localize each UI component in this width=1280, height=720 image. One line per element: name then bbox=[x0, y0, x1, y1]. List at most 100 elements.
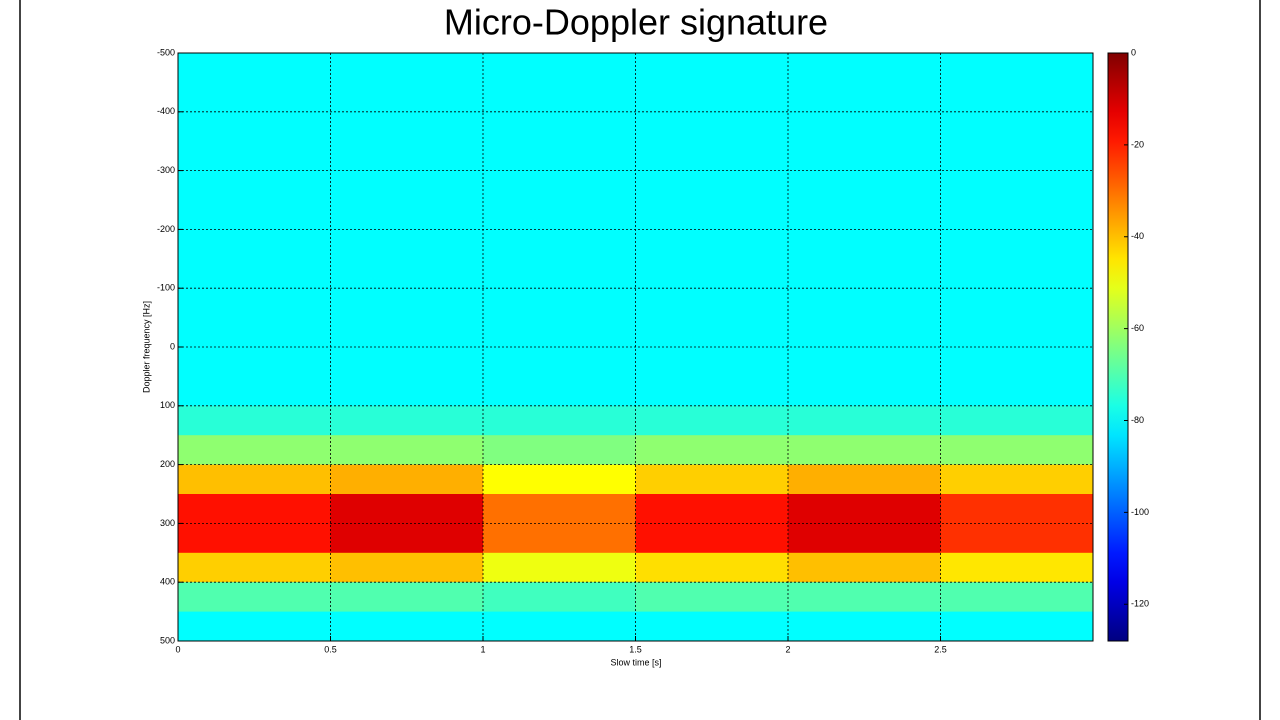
heatmap-cell bbox=[940, 82, 1094, 113]
y-tick-label: -500 bbox=[157, 47, 175, 57]
heatmap-cell bbox=[330, 582, 484, 613]
heatmap-cell bbox=[330, 347, 484, 377]
heatmap-cell bbox=[635, 317, 789, 348]
heatmap-cell bbox=[178, 611, 331, 642]
heatmap-cell bbox=[635, 464, 789, 495]
heatmap-cell bbox=[330, 376, 484, 407]
heatmap-cell bbox=[940, 582, 1094, 613]
heatmap-cell bbox=[483, 464, 636, 495]
heatmap-cell bbox=[178, 111, 331, 142]
heatmap-cell bbox=[483, 317, 636, 348]
heatmap-cell bbox=[635, 82, 789, 113]
heatmap bbox=[178, 53, 1094, 642]
heatmap-cell bbox=[940, 552, 1094, 583]
heatmap-cell bbox=[635, 141, 789, 172]
heatmap-cell bbox=[940, 141, 1094, 172]
x-tick-label: 2 bbox=[785, 644, 790, 654]
heatmap-cell bbox=[178, 523, 331, 554]
heatmap-cell bbox=[940, 288, 1094, 319]
heatmap-cell bbox=[635, 435, 789, 466]
heatmap-cell bbox=[940, 347, 1094, 377]
heatmap-cell bbox=[330, 523, 484, 554]
heatmap-cell bbox=[635, 170, 789, 201]
heatmap-cell bbox=[178, 317, 331, 348]
heatmap-cell bbox=[330, 464, 484, 495]
heatmap-cell bbox=[635, 347, 789, 377]
heatmap-cell bbox=[483, 494, 636, 524]
heatmap-cell bbox=[788, 170, 941, 201]
heatmap-cell bbox=[178, 258, 331, 289]
heatmap-cell bbox=[940, 229, 1094, 260]
colorbar-tick-label: 0 bbox=[1131, 47, 1136, 57]
heatmap-cell bbox=[330, 229, 484, 260]
heatmap-cell bbox=[330, 405, 484, 436]
heatmap-cell bbox=[788, 376, 941, 407]
y-tick-label: -200 bbox=[157, 224, 175, 234]
x-tick-label: 0 bbox=[175, 644, 180, 654]
colorbar bbox=[1107, 52, 1129, 642]
heatmap-cell bbox=[483, 552, 636, 583]
heatmap-cell bbox=[178, 582, 331, 613]
colorbar-tick-label: -100 bbox=[1131, 507, 1149, 517]
heatmap-cell bbox=[635, 258, 789, 289]
heatmap-cell bbox=[330, 170, 484, 201]
heatmap-cell bbox=[635, 523, 789, 554]
heatmap-cell bbox=[635, 582, 789, 613]
heatmap-cell bbox=[178, 170, 331, 201]
heatmap-cell bbox=[940, 464, 1094, 495]
heatmap-cell bbox=[788, 523, 941, 554]
heatmap-cell bbox=[178, 141, 331, 172]
heatmap-cell bbox=[483, 523, 636, 554]
axes: 0 0.5 1 1.5 2 2.5-500-400-300-200-10001002003… bbox=[157, 47, 1149, 654]
heatmap-cell bbox=[940, 170, 1094, 201]
x-tick-label: 0.5 bbox=[324, 644, 337, 654]
chart-title: Micro-Doppler signature bbox=[444, 2, 828, 43]
heatmap-cell bbox=[940, 405, 1094, 436]
heatmap-cell bbox=[330, 141, 484, 172]
x-tick-label: 1.5 bbox=[629, 644, 642, 654]
heatmap-cell bbox=[330, 53, 484, 83]
heatmap-cell bbox=[788, 141, 941, 172]
heatmap-cell bbox=[483, 376, 636, 407]
y-tick-label: 0 bbox=[170, 341, 175, 351]
y-axis-label: Doppler frequency [Hz] bbox=[141, 301, 151, 393]
heatmap-cell bbox=[178, 229, 331, 260]
heatmap-cell bbox=[178, 494, 331, 524]
heatmap-cell bbox=[788, 111, 941, 142]
heatmap-cell bbox=[788, 405, 941, 436]
heatmap-cell bbox=[178, 376, 331, 407]
heatmap-cell bbox=[940, 611, 1094, 642]
heatmap-cell bbox=[940, 317, 1094, 348]
heatmap-cell bbox=[635, 376, 789, 407]
y-tick-label: -300 bbox=[157, 165, 175, 175]
heatmap-cell bbox=[330, 435, 484, 466]
heatmap-cell bbox=[330, 611, 484, 642]
heatmap-cell bbox=[635, 611, 789, 642]
heatmap-cell bbox=[330, 288, 484, 319]
heatmap-cell bbox=[940, 523, 1094, 554]
x-tick-label: 1 bbox=[480, 644, 485, 654]
heatmap-cell bbox=[788, 82, 941, 113]
heatmap-cell bbox=[940, 53, 1094, 83]
heatmap-cell bbox=[483, 111, 636, 142]
colorbar-tick-label: -20 bbox=[1131, 139, 1144, 149]
y-tick-label: -100 bbox=[157, 283, 175, 293]
y-tick-label: -400 bbox=[157, 106, 175, 116]
heatmap-cell bbox=[178, 200, 331, 230]
heatmap-cell bbox=[788, 200, 941, 230]
heatmap-cell bbox=[483, 435, 636, 466]
heatmap-cell bbox=[635, 111, 789, 142]
heatmap-cell bbox=[788, 552, 941, 583]
heatmap-cell bbox=[940, 111, 1094, 142]
heatmap-cell bbox=[178, 435, 331, 466]
heatmap-cell bbox=[788, 464, 941, 495]
heatmap-cell bbox=[483, 405, 636, 436]
colorbar-tick-label: -80 bbox=[1131, 415, 1144, 425]
heatmap-cell bbox=[483, 288, 636, 319]
heatmap-cell bbox=[635, 552, 789, 583]
y-tick-label: 100 bbox=[160, 400, 175, 410]
heatmap-cell bbox=[635, 229, 789, 260]
heatmap-cell bbox=[788, 53, 941, 83]
